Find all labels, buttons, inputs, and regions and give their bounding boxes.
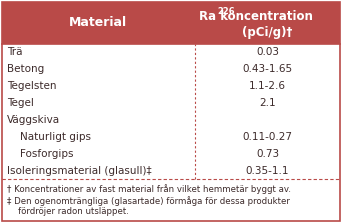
Text: Material: Material (68, 17, 127, 29)
Bar (2, 2, 340, 44)
Text: Ra koncentration: Ra koncentration (199, 10, 313, 23)
Text: Tegelsten: Tegelsten (7, 81, 56, 91)
Text: 0.35-1.1: 0.35-1.1 (246, 165, 289, 176)
Text: Betong: Betong (7, 64, 44, 74)
Text: † Koncentrationer av fast material från vilket hemmetär byggt av.: † Koncentrationer av fast material från … (7, 184, 291, 194)
Text: Väggskiva: Väggskiva (7, 115, 60, 125)
Text: 226: 226 (218, 7, 235, 16)
Text: 0.11-0.27: 0.11-0.27 (242, 132, 292, 142)
Text: 2.1: 2.1 (259, 98, 276, 108)
Text: 1.1-2.6: 1.1-2.6 (249, 81, 286, 91)
Text: 0.73: 0.73 (256, 149, 279, 159)
Text: Naturligt gips: Naturligt gips (7, 132, 91, 142)
Text: 0.03: 0.03 (256, 47, 279, 58)
Text: fördröjer radon utsläppet.: fördröjer radon utsläppet. (7, 207, 129, 217)
Text: ‡ Den ogenomträngliga (glasartade) förmåga för dessa produkter: ‡ Den ogenomträngliga (glasartade) förmå… (7, 196, 290, 206)
Text: (pCi/g)†: (pCi/g)† (242, 26, 293, 39)
Text: Isoleringsmaterial (glasull)‡: Isoleringsmaterial (glasull)‡ (7, 165, 152, 176)
Text: Tegel: Tegel (7, 98, 34, 108)
Text: 0.43-1.65: 0.43-1.65 (242, 64, 292, 74)
Text: Trä: Trä (7, 47, 23, 58)
Text: Fosforgips: Fosforgips (7, 149, 74, 159)
